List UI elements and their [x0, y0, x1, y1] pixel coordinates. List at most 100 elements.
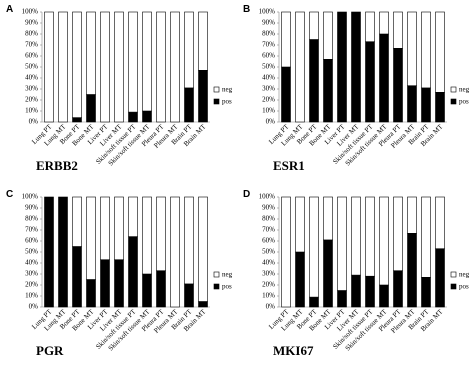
bar: [435, 11, 445, 93]
bar: [309, 296, 319, 308]
bar: [184, 11, 194, 89]
y-tick-label: 80%: [262, 215, 275, 223]
bar: [323, 196, 333, 241]
bar: [337, 11, 347, 123]
y-tick-label: 0%: [266, 118, 276, 126]
y-tick-label: 20%: [25, 96, 38, 104]
legend-label: pos: [459, 283, 469, 291]
bar: [309, 39, 319, 123]
bar: [100, 196, 110, 261]
bar: [323, 239, 333, 308]
legend-swatch: [213, 283, 220, 290]
y-tick-label: 80%: [25, 30, 38, 38]
bar: [309, 196, 319, 298]
y-tick-label: 30%: [262, 85, 275, 93]
y-tick-label: 100%: [22, 8, 39, 16]
bar: [421, 11, 431, 89]
bar: [407, 85, 417, 123]
legend-label: pos: [222, 98, 232, 106]
panel-label: D: [243, 189, 250, 200]
bar: [407, 11, 417, 86]
bar: [351, 274, 361, 308]
legend-label: neg: [459, 271, 470, 279]
legend-label: neg: [222, 271, 233, 279]
bar: [379, 33, 389, 123]
y-tick-label: 30%: [25, 85, 38, 93]
bar: [198, 301, 208, 308]
bar: [295, 196, 305, 253]
y-tick-label: 40%: [25, 74, 38, 82]
legend-swatch: [213, 98, 220, 105]
bar: [351, 11, 361, 123]
bar: [379, 196, 389, 286]
bar: [128, 111, 138, 123]
chart-title: ERBB2: [36, 158, 78, 173]
chart-title: ESR1: [273, 158, 305, 173]
y-tick-label: 20%: [25, 281, 38, 289]
legend-swatch: [450, 283, 457, 290]
bar: [142, 11, 152, 112]
y-tick-label: 60%: [262, 52, 275, 60]
y-tick-label: 10%: [25, 107, 38, 115]
legend-label: neg: [222, 86, 233, 94]
bar: [156, 196, 166, 271]
bar: [100, 259, 110, 308]
bar: [198, 11, 208, 71]
legend-swatch: [213, 86, 220, 93]
y-tick-label: 0%: [266, 303, 276, 311]
y-tick-label: 50%: [262, 63, 275, 71]
y-tick-label: 100%: [22, 193, 39, 201]
bar: [421, 196, 431, 278]
y-tick-label: 100%: [259, 8, 276, 16]
bar: [407, 233, 417, 308]
bar: [86, 196, 96, 280]
bar: [58, 196, 68, 308]
bar: [128, 236, 138, 308]
bar: [365, 41, 375, 123]
bar: [281, 196, 291, 308]
bar: [72, 196, 82, 247]
bar: [421, 276, 431, 308]
bar: [351, 196, 361, 276]
y-tick-label: 70%: [262, 226, 275, 234]
bar: [170, 11, 180, 123]
bar: [435, 196, 445, 250]
y-tick-label: 70%: [262, 41, 275, 49]
legend-label: pos: [222, 283, 232, 291]
panel-label: A: [6, 4, 13, 15]
panel-label: B: [243, 4, 250, 15]
bar: [198, 70, 208, 123]
bar: [156, 11, 166, 123]
bar: [393, 270, 403, 308]
y-tick-label: 50%: [25, 63, 38, 71]
y-tick-label: 100%: [259, 193, 276, 201]
bar: [184, 87, 194, 123]
bar: [114, 259, 124, 308]
y-tick-label: 40%: [25, 259, 38, 267]
bar: [184, 283, 194, 308]
y-tick-label: 20%: [262, 281, 275, 289]
bar: [170, 196, 180, 308]
chart-title: MKI67: [273, 343, 314, 358]
bar: [365, 275, 375, 308]
y-tick-label: 0%: [29, 118, 39, 126]
y-tick-label: 90%: [25, 19, 38, 27]
bar: [114, 11, 124, 123]
bar: [142, 196, 152, 275]
legend-label: pos: [459, 98, 469, 106]
bar: [323, 11, 333, 60]
y-tick-label: 90%: [262, 19, 275, 27]
bar: [128, 196, 138, 237]
y-tick-label: 20%: [262, 96, 275, 104]
y-tick-label: 90%: [262, 204, 275, 212]
bar: [72, 246, 82, 308]
bar: [337, 196, 347, 291]
y-tick-label: 40%: [262, 74, 275, 82]
chart-title: PGR: [36, 343, 64, 358]
y-tick-label: 50%: [25, 248, 38, 256]
bar: [295, 11, 305, 123]
bar: [142, 273, 152, 308]
legend-label: neg: [459, 86, 470, 94]
y-tick-label: 50%: [262, 248, 275, 256]
